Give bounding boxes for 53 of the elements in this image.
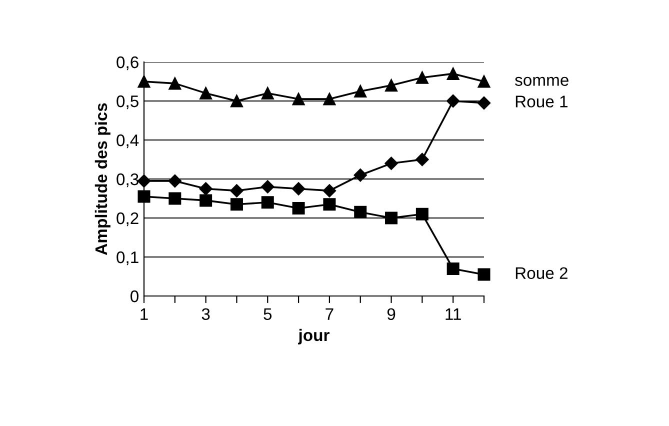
x-axis-title: jour — [298, 328, 330, 344]
point — [168, 174, 182, 188]
point — [385, 212, 398, 224]
point — [138, 190, 150, 203]
point — [354, 85, 367, 98]
point — [446, 262, 460, 275]
point — [200, 194, 212, 207]
point — [354, 168, 367, 182]
series-label: Roue 1 — [516, 96, 568, 108]
point — [168, 192, 182, 205]
y-tick-label: 0,1 — [116, 251, 138, 266]
point — [323, 198, 336, 211]
x-tick-label: 9 — [387, 308, 396, 320]
x-tick-label: 5 — [264, 308, 272, 320]
point — [230, 94, 243, 108]
point — [200, 86, 212, 100]
point — [477, 96, 491, 110]
point — [478, 75, 490, 88]
point — [230, 198, 243, 211]
y-tick-label: 0,3 — [116, 173, 138, 188]
point — [446, 67, 460, 80]
y-tick-label: 0,4 — [116, 134, 139, 148]
point — [292, 182, 306, 196]
x-tick-label: 3 — [202, 308, 210, 320]
x-tick-label: 11 — [446, 308, 461, 320]
point — [416, 71, 428, 84]
x-tick-label: 1 — [140, 308, 148, 320]
point — [261, 86, 274, 100]
point — [199, 182, 212, 196]
y-tick-label: 0 — [130, 290, 138, 302]
point — [478, 268, 490, 281]
point — [261, 180, 274, 194]
y-tick-label: 0,6 — [116, 56, 138, 70]
point — [138, 75, 150, 88]
point — [385, 79, 398, 92]
y-tick-label: 0,5 — [116, 95, 138, 110]
point — [230, 184, 244, 198]
y-axis-title: Amplitude des pics — [94, 103, 110, 255]
y-tick-label: 0,2 — [116, 212, 138, 226]
point — [322, 184, 336, 198]
point — [384, 156, 398, 170]
point — [416, 208, 428, 220]
point — [446, 94, 460, 108]
point — [292, 92, 305, 106]
point — [416, 152, 429, 166]
series-label: Roue 2 — [516, 267, 568, 280]
point — [323, 92, 336, 106]
x-tick-label: 7 — [326, 308, 334, 320]
point — [354, 206, 367, 218]
series-label: somme — [515, 76, 568, 86]
point — [261, 196, 274, 209]
point — [292, 202, 305, 214]
point — [168, 77, 182, 90]
